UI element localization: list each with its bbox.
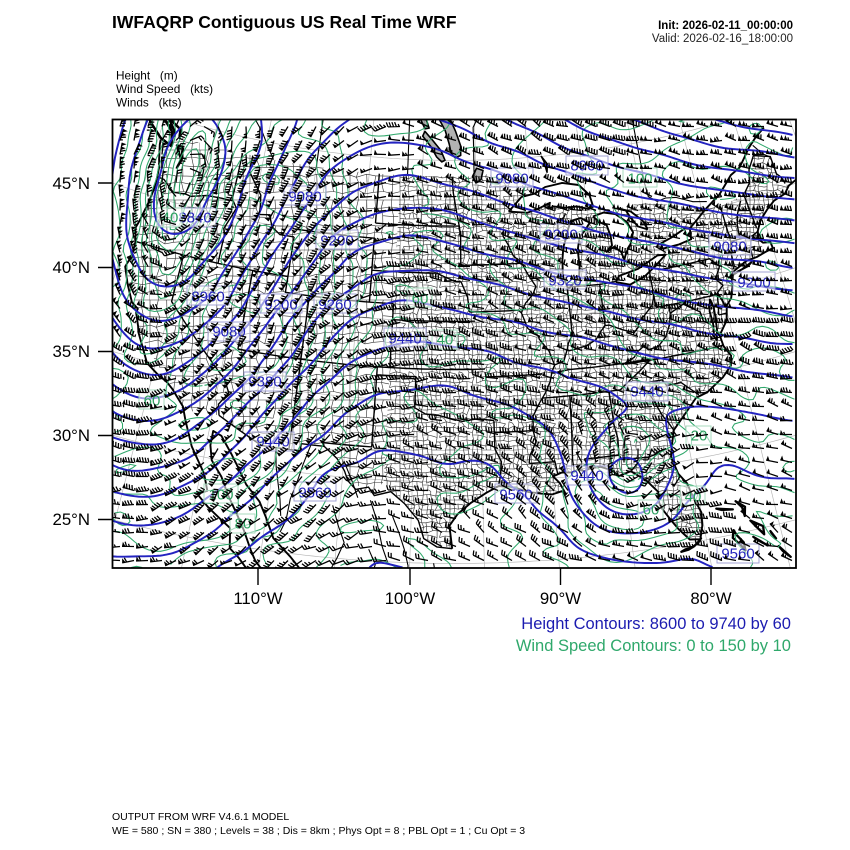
svg-text:80: 80: [235, 516, 252, 533]
svg-text:WE = 580 ; SN = 380 ; Levels =: WE = 580 ; SN = 380 ; Levels = 38 ; Dis …: [112, 825, 525, 837]
svg-text:Winds (kts): Winds (kts): [116, 96, 182, 110]
svg-text:8840: 8840: [178, 210, 211, 227]
svg-text:25°N: 25°N: [53, 510, 91, 529]
svg-text:9380: 9380: [248, 374, 281, 391]
svg-text:9320: 9320: [548, 273, 581, 290]
svg-text:100°W: 100°W: [385, 589, 436, 608]
svg-text:110°W: 110°W: [233, 589, 282, 608]
svg-text:OUTPUT FROM WRF V4.6.1 MODEL: OUTPUT FROM WRF V4.6.1 MODEL: [112, 811, 289, 823]
svg-text:90°W: 90°W: [540, 589, 581, 608]
svg-text:9560: 9560: [499, 487, 532, 504]
svg-text:Valid: 2026-02-16_18:00:00: Valid: 2026-02-16_18:00:00: [652, 33, 793, 45]
svg-text:9080: 9080: [288, 189, 321, 206]
svg-text:80°W: 80°W: [690, 589, 731, 608]
svg-text:100: 100: [627, 171, 652, 188]
svg-text:30°N: 30°N: [53, 426, 91, 445]
svg-text:Height Contours: 8600 to 9740: Height Contours: 8600 to 9740 by 60: [521, 615, 791, 633]
svg-text:Wind Speed Contours: 0 to 150: Wind Speed Contours: 0 to 150 by 10: [516, 637, 791, 655]
svg-text:9560: 9560: [721, 546, 754, 563]
svg-text:9080: 9080: [212, 324, 245, 341]
svg-text:40°N: 40°N: [53, 258, 91, 277]
svg-text:35°N: 35°N: [53, 342, 91, 361]
svg-text:8960: 8960: [191, 289, 224, 306]
svg-text:45°N: 45°N: [53, 174, 91, 193]
svg-text:Init: 2026-02-11_00:00:00: Init: 2026-02-11_00:00:00: [658, 20, 793, 32]
svg-text:9440: 9440: [570, 468, 603, 485]
svg-text:Wind Speed (kts): Wind Speed (kts): [116, 82, 213, 96]
svg-text:IWFAQRP Contiguous US Real Tim: IWFAQRP Contiguous US Real Time WRF: [112, 12, 457, 32]
svg-text:9440: 9440: [388, 331, 421, 348]
svg-text:40: 40: [162, 210, 179, 227]
svg-text:Height (m): Height (m): [116, 69, 178, 83]
